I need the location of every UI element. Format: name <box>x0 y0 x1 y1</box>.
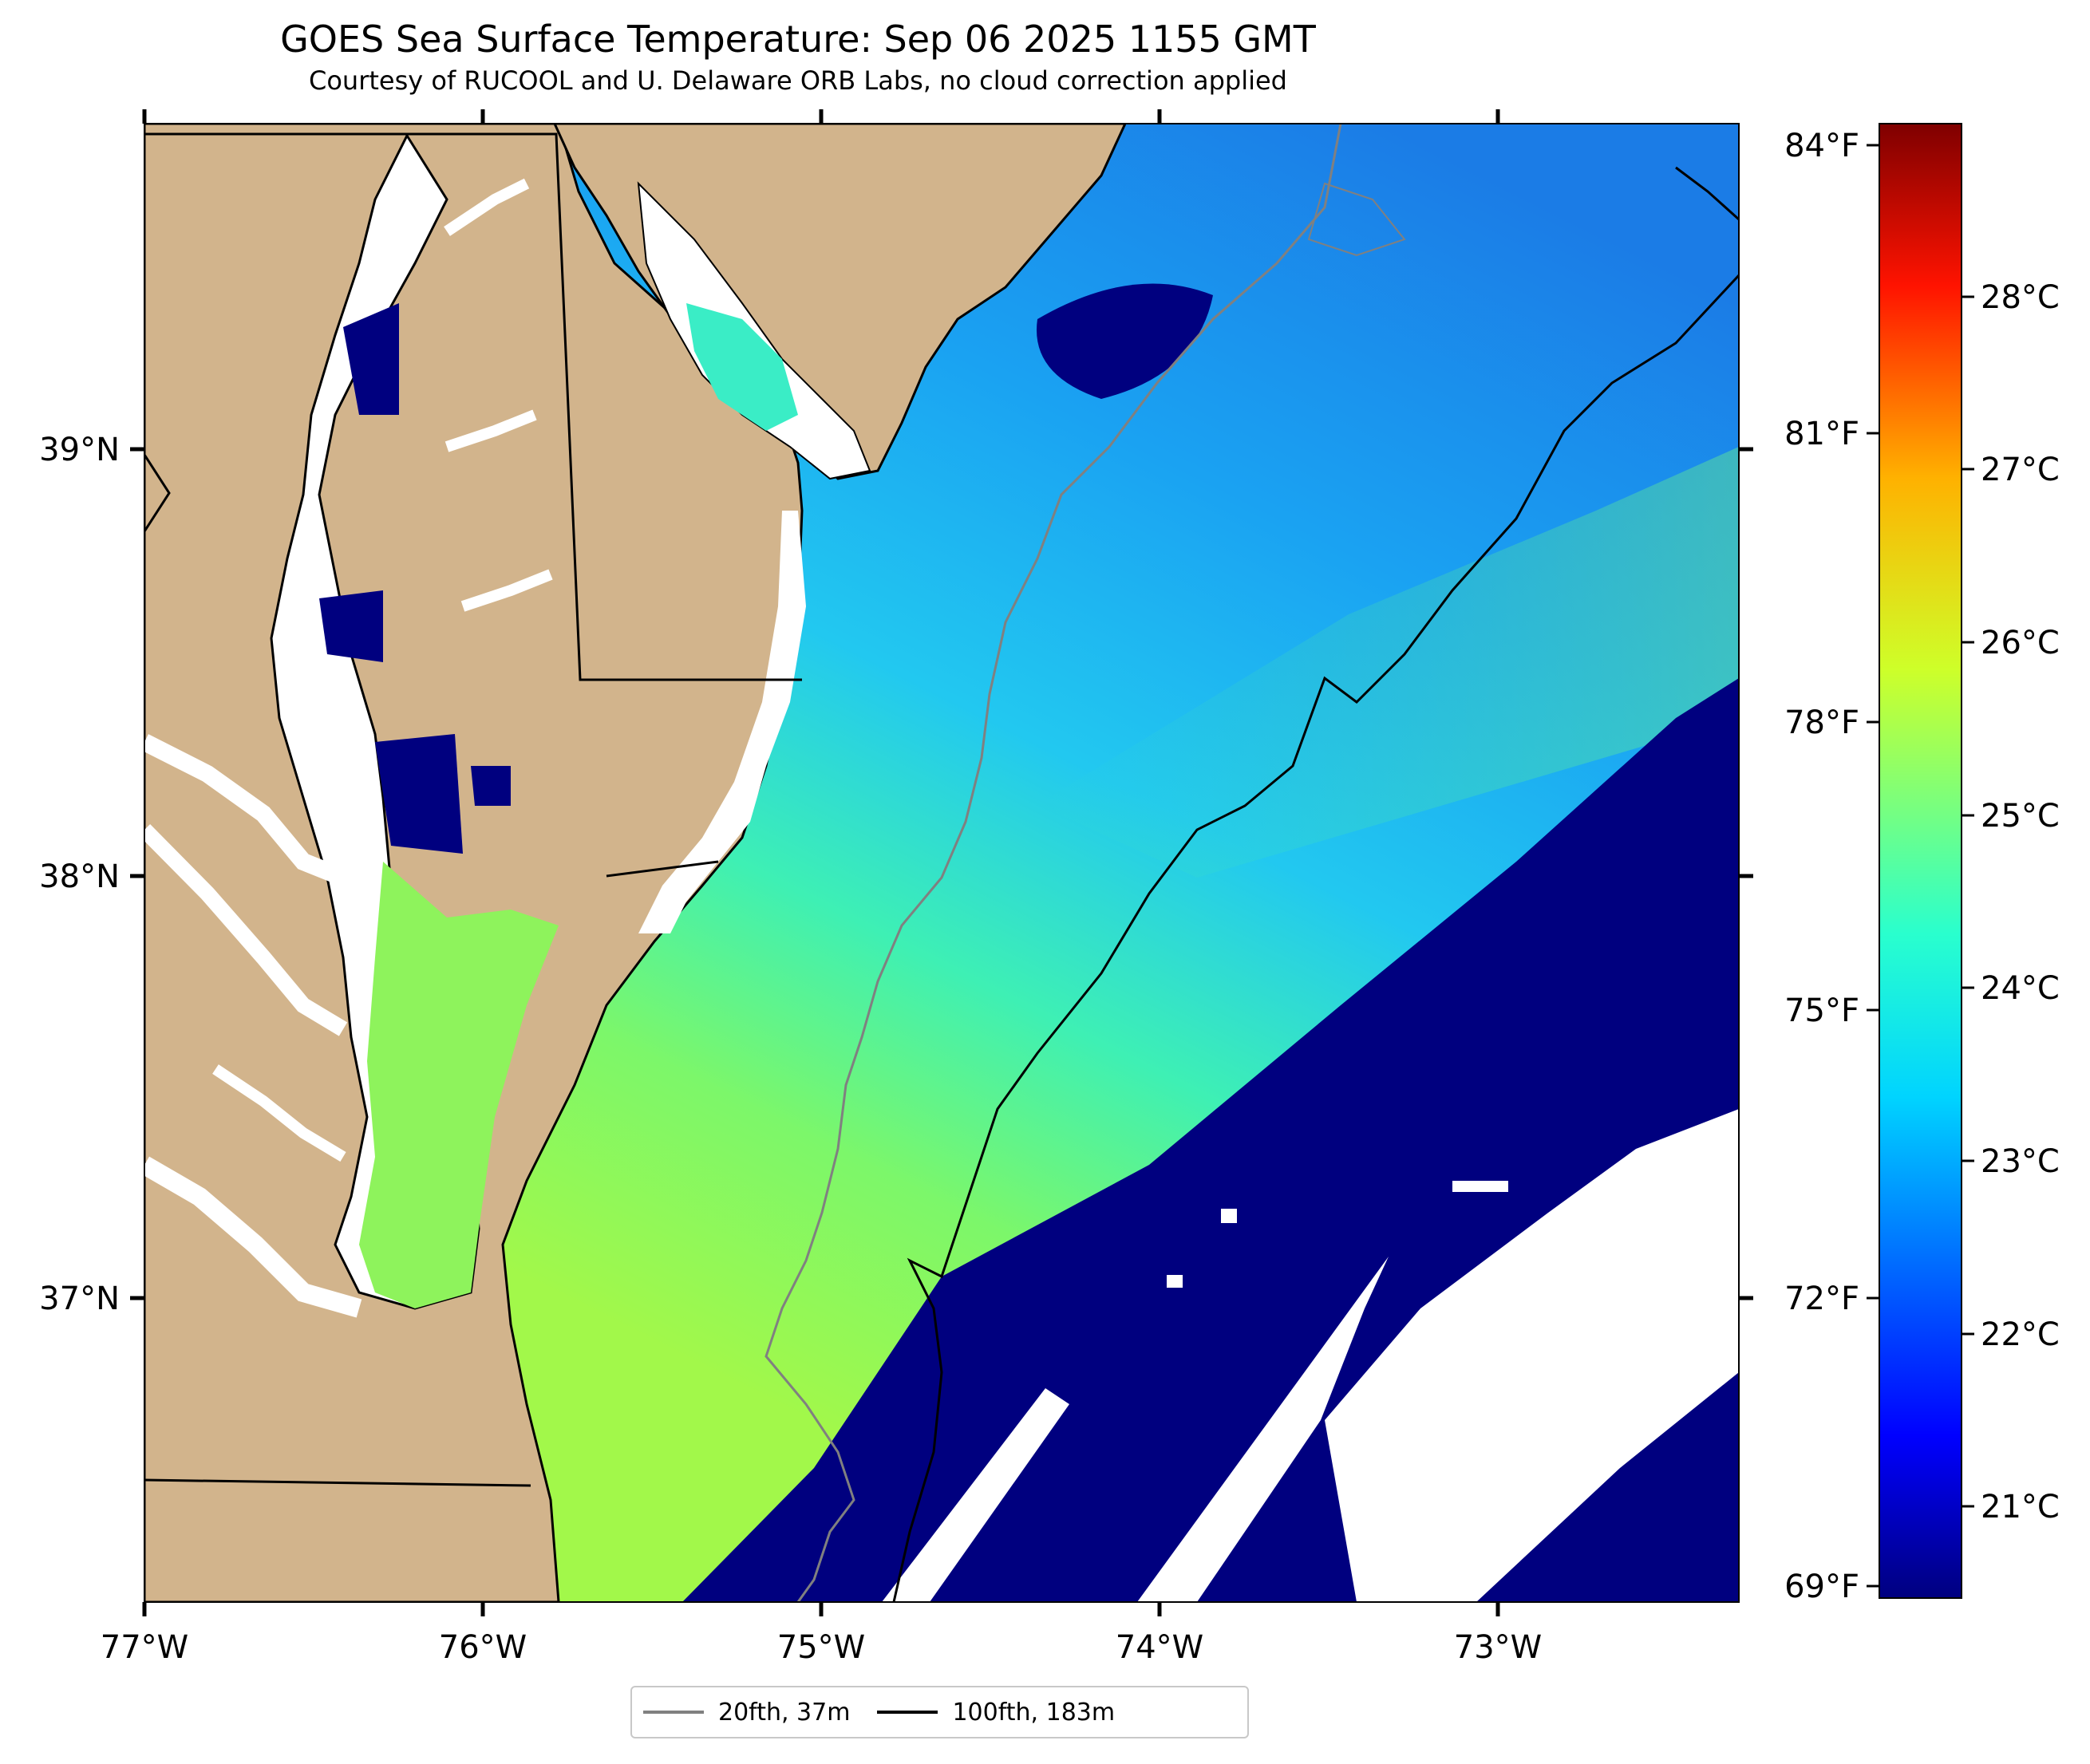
york-river <box>212 1064 346 1162</box>
state-border-west <box>144 454 171 532</box>
isobath-100fth-canyon <box>1675 166 1739 221</box>
bay-cold-pixels <box>319 590 383 662</box>
celsius-tick-label: 22°C <box>1981 1316 2060 1353</box>
warm-shelf-band <box>1037 447 1739 878</box>
no-data-area <box>1325 1109 1739 1602</box>
bay-cold-pixels <box>375 734 463 854</box>
celsius-ticks: 21°C 22°C 23°C 24°C 25°C 26°C 27°C 28°C <box>1962 279 2060 1525</box>
celsius-tick-label: 27°C <box>1981 452 2060 488</box>
map-subtitle: Courtesy of RUCOOL and U. Delaware ORB L… <box>309 65 1287 96</box>
lat-tick-label: 37°N <box>39 1281 120 1317</box>
fahrenheit-tick-label: 78°F <box>1784 704 1859 741</box>
rappahannock-river <box>144 823 348 1036</box>
celsius-tick-label: 25°C <box>1981 798 2060 835</box>
no-data-speck <box>1221 1209 1237 1223</box>
latitude-ticks: 39°N 38°N 37°N <box>39 432 1753 1317</box>
colorbar-gradient <box>1879 123 1962 1599</box>
tributary <box>460 569 553 612</box>
lon-tick-label: 73°W <box>1454 1629 1542 1666</box>
isobath-20fth-shoal <box>1307 182 1406 257</box>
celsius-tick-label: 24°C <box>1981 970 2060 1007</box>
celsius-tick-label: 23°C <box>1981 1143 2060 1180</box>
legend-line-black <box>877 1711 938 1714</box>
longitude-ticks: 77°W 76°W 75°W 74°W 73°W <box>101 109 1542 1666</box>
tributary <box>444 409 537 452</box>
state-border-de-md <box>144 132 802 681</box>
plot-area <box>144 124 1739 1602</box>
legend-label: 100fth, 183m <box>952 1698 1116 1727</box>
state-border-md-va <box>606 860 719 878</box>
fahrenheit-tick-label: 84°F <box>1784 128 1859 164</box>
isobath-100fth <box>892 274 1739 1602</box>
lower-bay-sst <box>359 862 559 1308</box>
fahrenheit-tick-label: 81°F <box>1784 416 1859 452</box>
legend-item-100fth: 100fth, 183m <box>877 1699 1115 1727</box>
lat-tick-label: 38°N <box>39 858 120 895</box>
no-data-streak <box>882 1388 1069 1602</box>
axes-frame <box>144 123 1740 1603</box>
fahrenheit-tick-label: 75°F <box>1784 992 1859 1029</box>
legend-item-20fth: 20fth, 37m <box>643 1699 850 1727</box>
coastal-no-data <box>638 511 806 933</box>
lon-tick-label: 74°W <box>1116 1629 1203 1666</box>
tributary <box>444 178 530 236</box>
land-new-jersey <box>553 124 1127 480</box>
fahrenheit-tick-label: 69°F <box>1784 1569 1859 1605</box>
legend-label: 20fth, 37m <box>718 1698 851 1727</box>
isobath-20fth <box>764 124 1342 1602</box>
isobath-legend: 20fth, 37m 100fth, 183m <box>630 1686 1249 1738</box>
celsius-tick-label: 21°C <box>1981 1489 2060 1525</box>
cold-patch <box>1037 283 1213 399</box>
lon-tick-label: 77°W <box>101 1629 188 1666</box>
no-data-streak <box>1137 1257 1389 1602</box>
lon-tick-label: 76°W <box>439 1629 527 1666</box>
bay-cold-pixels <box>343 303 399 415</box>
celsius-tick-label: 28°C <box>1981 279 2060 316</box>
potomac-river <box>144 734 347 886</box>
no-data-speck <box>1167 1275 1183 1288</box>
lat-tick-label: 39°N <box>39 432 120 468</box>
state-border-va-nc <box>144 1478 531 1487</box>
james-river <box>144 1156 362 1318</box>
colorbar: 21°C 22°C 23°C 24°C 25°C 26°C 27°C 28°C … <box>1784 123 2060 1605</box>
fahrenheit-tick-label: 72°F <box>1784 1281 1859 1317</box>
legend-line-gray <box>643 1711 704 1714</box>
delaware-bay-sst <box>686 303 798 431</box>
lon-tick-label: 75°W <box>777 1629 865 1666</box>
no-data-speck <box>1452 1181 1508 1192</box>
celsius-tick-label: 26°C <box>1981 625 2060 661</box>
fahrenheit-ticks: 69°F 72°F 75°F 78°F 81°F 84°F <box>1784 128 1879 1605</box>
map-title: GOES Sea Surface Temperature: Sep 06 202… <box>280 18 1316 61</box>
bay-cold-pixels <box>471 766 511 806</box>
